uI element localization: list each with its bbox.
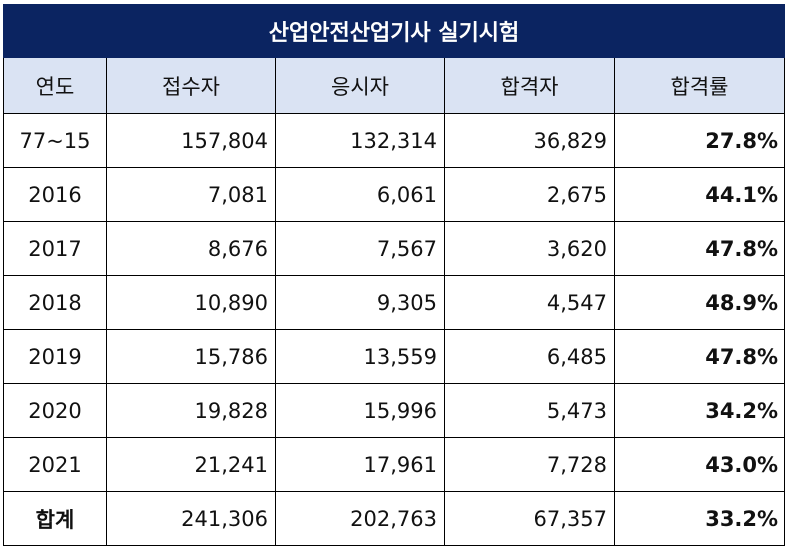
cell-total-passers: 67,357 [444,491,615,546]
cell-total-examinees: 202,763 [275,491,445,546]
header-passers: 합격자 [444,57,615,114]
cell-pass-rate: 34.2% [613,383,786,438]
cell-total-pass-rate: 33.2% [613,491,786,546]
cell-year: 2021 [3,437,107,492]
cell-examinees: 17,961 [275,437,445,492]
cell-year: 2020 [3,383,107,438]
table-row: 2020 19,828 15,996 5,473 34.2% [3,383,786,438]
cell-passers: 36,829 [444,113,615,168]
cell-total-label: 합계 [3,491,107,546]
total-row: 합계 241,306 202,763 67,357 33.2% [3,491,786,546]
header-examinees: 응시자 [275,57,445,114]
cell-applicants: 157,804 [106,113,276,168]
cell-year: 2018 [3,275,107,330]
cell-pass-rate: 47.8% [613,329,786,384]
cell-passers: 4,547 [444,275,615,330]
cell-passers: 6,485 [444,329,615,384]
cell-examinees: 9,305 [275,275,445,330]
cell-applicants: 21,241 [106,437,276,492]
cell-examinees: 132,314 [275,113,445,168]
cell-applicants: 10,890 [106,275,276,330]
exam-stats-table: 산업안전산업기사 실기시험 연도 접수자 응시자 합격자 합격률 77~15 1… [2,4,786,546]
header-row: 연도 접수자 응시자 합격자 합격률 [3,57,786,114]
exam-stats-table-container: 산업안전산업기사 실기시험 연도 접수자 응시자 합격자 합격률 77~15 1… [2,4,786,546]
cell-year: 2016 [3,167,107,222]
cell-applicants: 8,676 [106,221,276,276]
cell-applicants: 7,081 [106,167,276,222]
table-row: 2018 10,890 9,305 4,547 48.9% [3,275,786,330]
cell-pass-rate: 47.8% [613,221,786,276]
table-row: 2016 7,081 6,061 2,675 44.1% [3,167,786,222]
cell-year: 2017 [3,221,107,276]
cell-year: 2019 [3,329,107,384]
cell-total-applicants: 241,306 [106,491,276,546]
cell-passers: 7,728 [444,437,615,492]
title-row: 산업안전산업기사 실기시험 [2,4,786,58]
cell-pass-rate: 43.0% [613,437,786,492]
cell-pass-rate: 27.8% [613,113,786,168]
cell-passers: 5,473 [444,383,615,438]
cell-examinees: 13,559 [275,329,445,384]
table-row: 2017 8,676 7,567 3,620 47.8% [3,221,786,276]
header-applicants: 접수자 [106,57,276,114]
table-title: 산업안전산업기사 실기시험 [2,4,786,58]
table-row: 2021 21,241 17,961 7,728 43.0% [3,437,786,492]
cell-passers: 3,620 [444,221,615,276]
cell-passers: 2,675 [444,167,615,222]
header-year: 연도 [3,57,107,114]
cell-pass-rate: 44.1% [613,167,786,222]
cell-examinees: 6,061 [275,167,445,222]
cell-applicants: 19,828 [106,383,276,438]
cell-pass-rate: 48.9% [613,275,786,330]
cell-applicants: 15,786 [106,329,276,384]
cell-year: 77~15 [3,113,107,168]
header-pass-rate: 합격률 [613,57,786,114]
cell-examinees: 7,567 [275,221,445,276]
table-row: 2019 15,786 13,559 6,485 47.8% [3,329,786,384]
table-row: 77~15 157,804 132,314 36,829 27.8% [3,113,786,168]
cell-examinees: 15,996 [275,383,445,438]
